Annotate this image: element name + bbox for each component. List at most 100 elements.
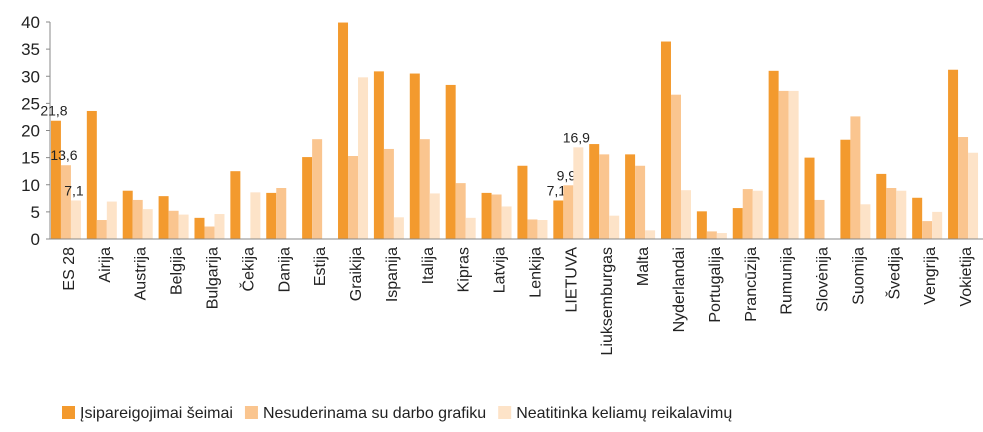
bar [527, 219, 538, 239]
bar [393, 217, 404, 239]
bar [563, 185, 574, 239]
x-tick-label: ES 28 [61, 247, 78, 291]
x-tick-label: Nyderlandai [671, 247, 688, 332]
bar [178, 214, 189, 239]
x-tick-label: Bulgarija [204, 247, 221, 309]
x-tick-label: Liuksemburgas [599, 247, 616, 356]
bar [302, 157, 313, 239]
bar [481, 192, 492, 239]
x-tick-label: Belgija [169, 247, 186, 295]
bar [517, 165, 528, 239]
x-tick-label: Latvija [492, 247, 509, 293]
x-tick-label: Malta [635, 247, 652, 286]
bar [922, 221, 933, 239]
bar [312, 139, 323, 239]
data-label: 21,8 [40, 103, 67, 119]
x-tick-label: Portugalija [707, 247, 724, 323]
bar [455, 183, 466, 239]
x-tick-label: Lenkija [527, 247, 544, 298]
x-tick-label: Švedija [884, 247, 903, 300]
x-tick-label: Airija [97, 247, 114, 283]
bar [276, 188, 287, 239]
bar [609, 215, 620, 239]
bar [850, 116, 861, 239]
data-label: 9,9 [557, 167, 577, 183]
x-tick-label: Suomija [850, 247, 867, 305]
bar [788, 90, 799, 240]
bar [680, 190, 691, 239]
bar [876, 173, 887, 239]
bar [840, 139, 851, 239]
bar [445, 84, 456, 240]
bar [214, 214, 225, 239]
bar [896, 190, 907, 239]
bar [122, 190, 133, 239]
y-tick-label: 30 [21, 67, 40, 86]
bar [96, 220, 107, 239]
bar [886, 188, 897, 239]
x-tick-label: Prancūzija [743, 247, 760, 322]
x-tick-label: Graikija [348, 247, 365, 301]
bar [86, 110, 97, 239]
bar [573, 147, 584, 239]
x-tick-label: Kipras [456, 247, 473, 292]
x-tick-label: Rumunija [779, 247, 796, 315]
bar [409, 73, 420, 239]
bar [778, 90, 789, 240]
data-label: 7,1 [547, 182, 567, 198]
bar [804, 157, 815, 239]
x-tick-label: Ispanija [384, 247, 401, 302]
bar [814, 199, 825, 239]
bar [338, 22, 349, 240]
bar [645, 230, 656, 239]
y-tick-label: 10 [21, 176, 40, 195]
bar [266, 192, 277, 239]
bar [383, 148, 394, 239]
bar [358, 77, 369, 240]
bar [768, 70, 779, 239]
bar [168, 210, 179, 239]
legend-swatch [62, 406, 75, 419]
y-tick-label: 25 [21, 94, 40, 113]
bar [501, 206, 512, 239]
bar [696, 211, 707, 239]
x-tick-label: Estija [312, 247, 329, 286]
bar [732, 208, 743, 239]
y-tick-label: 20 [21, 122, 40, 141]
bar [968, 152, 979, 239]
bar [706, 231, 717, 239]
bar [106, 201, 117, 239]
y-tick-label: 5 [31, 203, 40, 222]
bar [70, 200, 81, 239]
bar [635, 165, 646, 239]
bar [419, 139, 430, 239]
legend-label: Įsipareigojimai šeimai [80, 405, 233, 422]
bar [194, 217, 205, 239]
x-tick-label: Vengrija [922, 247, 939, 305]
bar [589, 144, 600, 239]
y-tick-label: 15 [21, 149, 40, 168]
bar [553, 200, 564, 239]
legend-swatch [498, 406, 512, 419]
data-label: 16,9 [563, 129, 590, 145]
bar [537, 220, 548, 239]
bar [429, 193, 440, 239]
bar [932, 211, 943, 239]
x-tick-label: LIETUVA [563, 247, 580, 313]
bar [670, 94, 681, 239]
y-tick-label: 40 [21, 13, 40, 32]
bar [625, 154, 636, 239]
bar [60, 165, 71, 239]
data-label: 7,1 [64, 182, 84, 198]
bar [204, 226, 215, 239]
bar [752, 190, 763, 239]
bar [860, 204, 871, 239]
bar [742, 189, 753, 239]
bar [948, 69, 959, 240]
bar [250, 192, 261, 239]
data-label: 13,6 [50, 147, 77, 163]
bar [158, 196, 169, 239]
bar [599, 154, 610, 239]
bar [491, 194, 502, 239]
